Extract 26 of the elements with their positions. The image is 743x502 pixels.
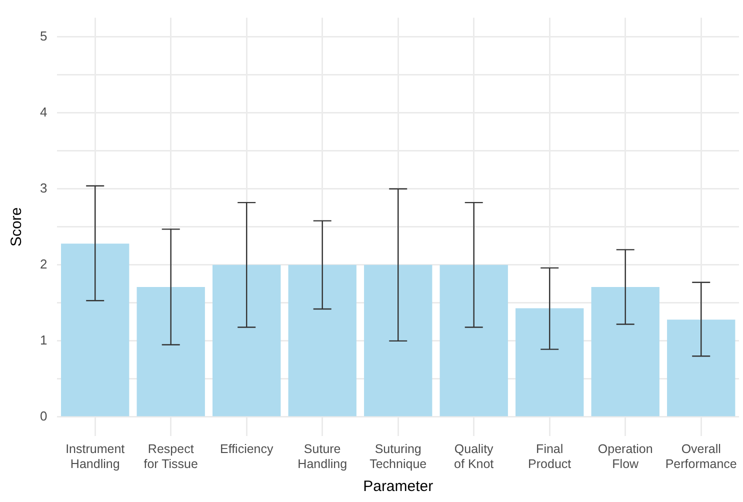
y-tick-label: 1 <box>40 332 48 348</box>
bar <box>212 264 281 416</box>
bar <box>288 264 356 416</box>
x-tick-label: Suture Handling <box>298 442 348 471</box>
x-tick-label: Final Product <box>528 442 572 471</box>
bar <box>136 286 205 416</box>
x-tick-label: Efficiency <box>220 442 274 456</box>
x-tick-label: Operation Flow <box>598 442 653 471</box>
bar <box>591 286 660 416</box>
x-tick-label: Respect for Tissue <box>144 442 198 471</box>
x-tick-label: Quality of Knot <box>454 442 494 471</box>
x-axis-title: Parameter <box>363 478 434 496</box>
y-tick-label: 0 <box>40 408 48 424</box>
y-axis-title: Score <box>8 207 26 246</box>
y-tick-label: 2 <box>40 256 48 272</box>
y-tick-label: 4 <box>40 104 48 120</box>
y-tick-label: 5 <box>40 28 48 44</box>
bar <box>440 264 508 416</box>
y-tick-label: 3 <box>40 180 48 196</box>
bar <box>516 308 584 416</box>
x-tick-label: Overall Performance <box>665 442 737 471</box>
bar <box>364 264 432 416</box>
bar <box>61 244 130 416</box>
bar <box>667 320 736 416</box>
x-tick-label: Instrument Handling <box>66 442 126 471</box>
x-tick-label: Suturing Technique <box>370 442 427 471</box>
